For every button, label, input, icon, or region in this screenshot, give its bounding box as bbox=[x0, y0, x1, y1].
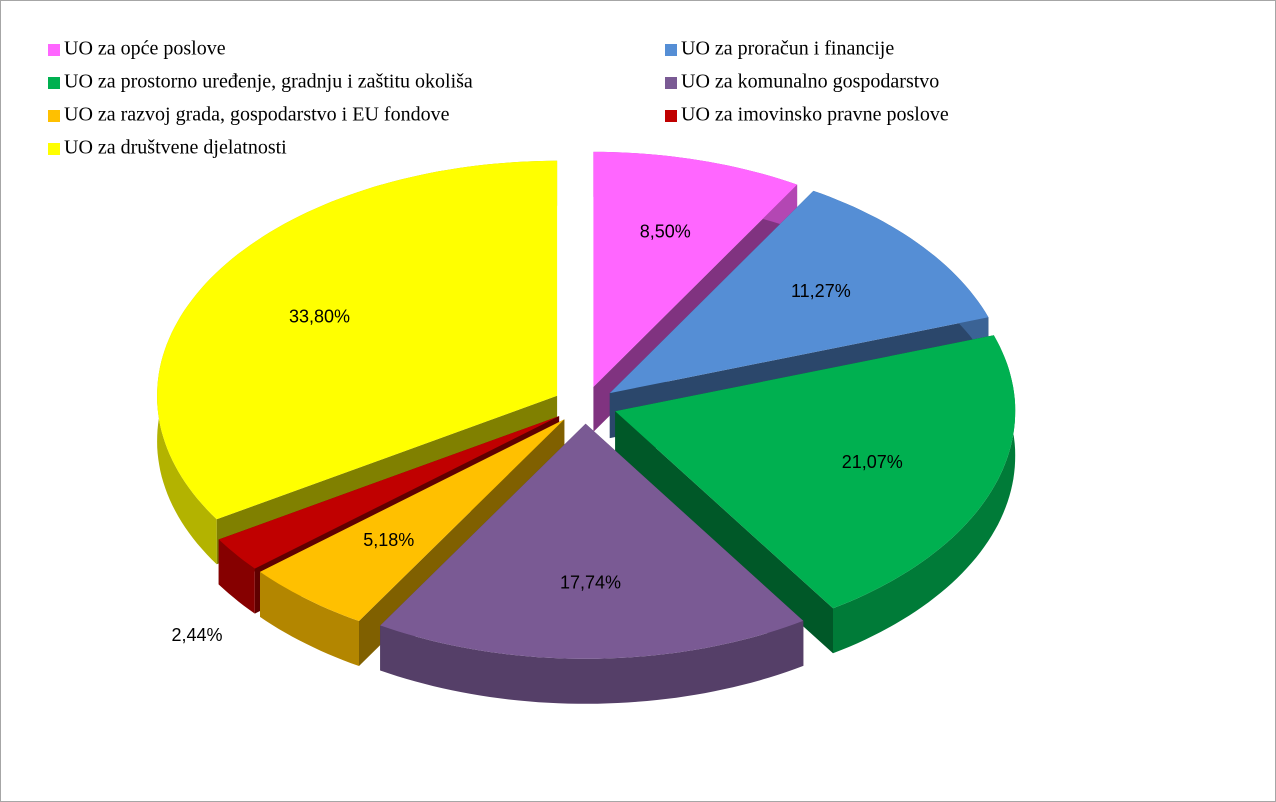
legend-label: UO za proračun i financije bbox=[681, 38, 894, 60]
slice: 17,74% bbox=[380, 423, 804, 704]
data-label: 21,07% bbox=[842, 452, 903, 472]
slice-top bbox=[380, 423, 804, 659]
legend-swatch bbox=[665, 110, 677, 122]
legend-label: UO za društvene djelatnosti bbox=[64, 137, 287, 159]
legend-label: UO za prostorno uređenje, gradnju i zašt… bbox=[64, 71, 473, 93]
legend-swatch bbox=[48, 44, 60, 56]
slice-top bbox=[260, 419, 565, 621]
legend-label: UO za razvoj grada, gospodarstvo i EU fo… bbox=[64, 104, 450, 126]
data-label: 17,74% bbox=[560, 572, 621, 592]
legend-label: UO za imovinsko pravne poslove bbox=[681, 104, 949, 126]
data-label: 5,18% bbox=[363, 530, 414, 550]
legend-swatch bbox=[665, 44, 677, 56]
slice-wall bbox=[380, 620, 804, 704]
data-label: 2,44% bbox=[172, 625, 223, 645]
slice-wall bbox=[218, 539, 255, 614]
slice-wall bbox=[260, 571, 359, 666]
legend-swatch bbox=[48, 77, 60, 89]
data-label: 11,27% bbox=[791, 281, 851, 301]
slice-top bbox=[218, 416, 560, 569]
legend-label: UO za opće poslove bbox=[64, 38, 226, 60]
data-label: 8,50% bbox=[640, 221, 691, 241]
legend-label: UO za komunalno gospodarstvo bbox=[681, 71, 939, 93]
legend-swatch bbox=[48, 110, 60, 122]
slice-top bbox=[157, 160, 558, 520]
slice-top bbox=[593, 151, 798, 387]
slice-side bbox=[615, 411, 833, 654]
legend-swatch bbox=[48, 143, 60, 155]
slice: 21,07% bbox=[615, 335, 1016, 654]
legend-swatch bbox=[665, 77, 677, 89]
slice-top bbox=[615, 335, 1016, 609]
slice-top bbox=[609, 190, 989, 394]
data-label: 33,80% bbox=[289, 307, 350, 327]
